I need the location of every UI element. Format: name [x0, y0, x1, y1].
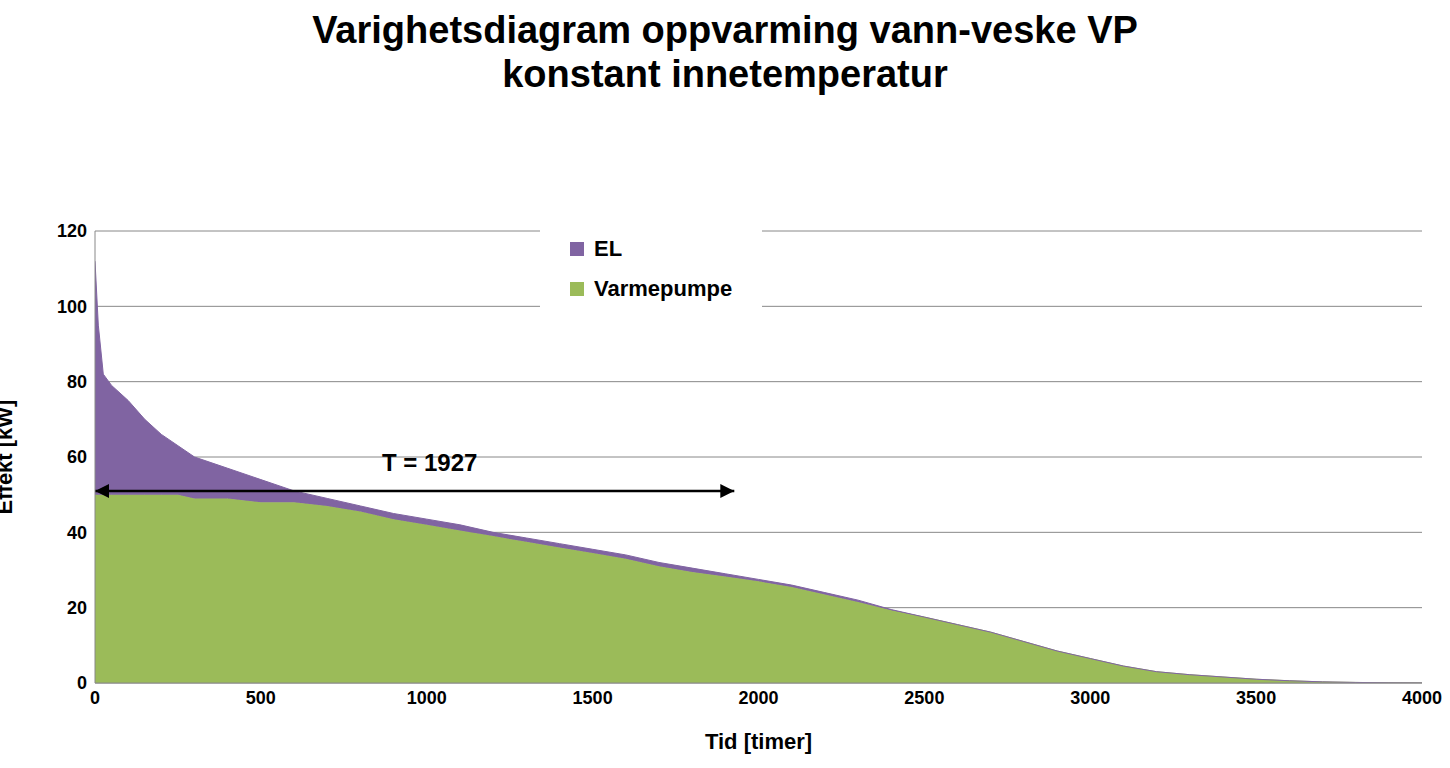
svg-text:120: 120	[57, 221, 87, 241]
html-text:Varmepumpe: Varmepumpe	[594, 276, 733, 301]
svg-text:40: 40	[67, 523, 87, 543]
svg-text:2500: 2500	[904, 688, 944, 708]
svg-text:3500: 3500	[1236, 688, 1276, 708]
svg-text:1500: 1500	[573, 688, 613, 708]
html-text:Varighetsdiagram oppvarming va: Varighetsdiagram oppvarming vann-veske V…	[312, 9, 1138, 51]
svg-text:3000: 3000	[1070, 688, 1110, 708]
svg-text:60: 60	[67, 447, 87, 467]
svg-text:T = 1927: T = 1927	[382, 449, 477, 476]
svg-text:100: 100	[57, 297, 87, 317]
svg-text:2000: 2000	[738, 688, 778, 708]
svg-text:4000: 4000	[1402, 688, 1442, 708]
html-text:konstant innetemperatur: konstant innetemperatur	[502, 53, 948, 95]
html-text:EL: EL	[594, 236, 623, 261]
svg-text:Tid [timer]: Tid [timer]	[705, 729, 812, 754]
svg-text:20: 20	[67, 598, 87, 618]
svg-text:0: 0	[77, 673, 87, 693]
svg-text:80: 80	[67, 372, 87, 392]
svg-text:1000: 1000	[407, 688, 447, 708]
svg-text:Effekt [kW]: Effekt [kW]	[8, 400, 17, 515]
svg-text:500: 500	[246, 688, 276, 708]
svg-text:0: 0	[90, 688, 100, 708]
